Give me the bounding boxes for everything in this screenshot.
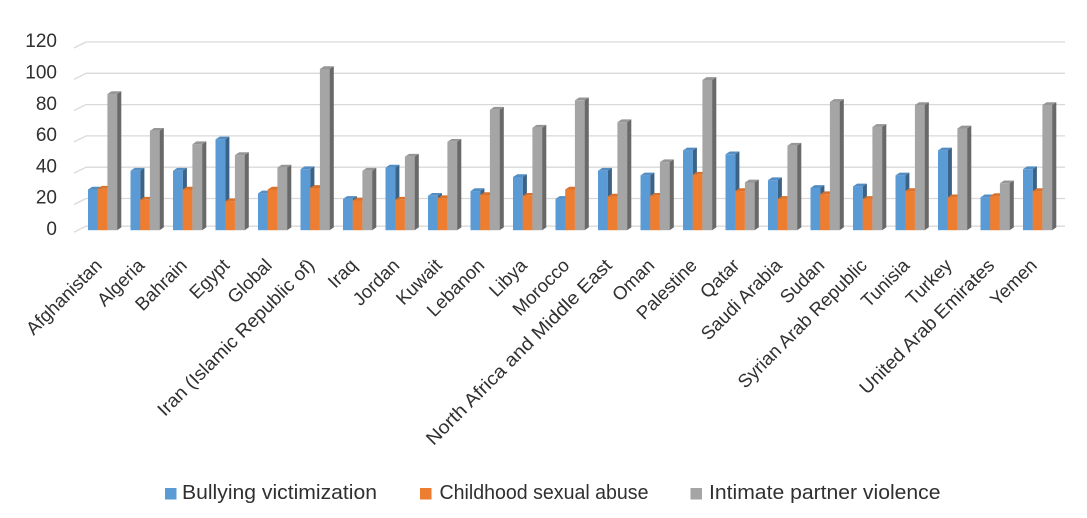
svg-text:Childhood sexual abuse: Childhood sexual abuse — [440, 482, 649, 504]
svg-text:20: 20 — [36, 188, 57, 209]
svg-text:0: 0 — [46, 219, 57, 240]
svg-text:Intimate partner violence: Intimate partner violence — [709, 482, 941, 504]
svg-text:100: 100 — [25, 63, 57, 84]
svg-text:40: 40 — [36, 156, 57, 177]
svg-text:60: 60 — [36, 125, 57, 146]
svg-text:Bullying victimization: Bullying victimization — [182, 482, 377, 504]
svg-text:80: 80 — [36, 94, 57, 115]
svg-text:120: 120 — [25, 31, 57, 52]
